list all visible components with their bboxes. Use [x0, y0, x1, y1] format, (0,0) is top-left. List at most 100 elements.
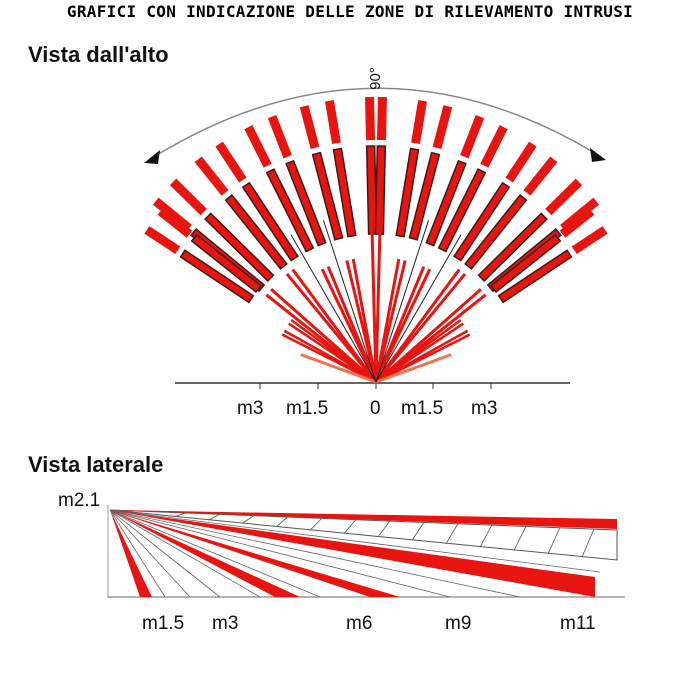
outer-zone-beam — [480, 125, 508, 168]
inner-zone-beam — [351, 258, 378, 383]
inner-zone-beam — [374, 265, 426, 383]
inner-zone-beam — [374, 258, 401, 383]
outer-zone-beam — [376, 96, 387, 141]
middle-zone-beam — [332, 147, 357, 238]
angle-label: 90° — [366, 67, 384, 90]
side-zone-beam — [110, 510, 300, 597]
middle-zone-beam — [179, 249, 255, 304]
arrow-left-icon — [144, 150, 160, 164]
side-axis-label: m3 — [212, 613, 239, 634]
outer-zone-beam — [365, 96, 376, 141]
middle-zone-beam — [265, 168, 315, 253]
beam-edge — [109, 509, 321, 598]
inner-zone-beam — [375, 353, 452, 384]
inner-zone-beam — [285, 273, 378, 383]
middle-zone-beam — [408, 151, 441, 241]
inner-zone-beam — [291, 268, 378, 383]
side-zone-beam — [110, 510, 617, 529]
beam-edge — [109, 509, 221, 598]
outer-zone-beam — [244, 125, 272, 168]
middle-zone-beam — [365, 145, 378, 235]
inner-zone-beam — [326, 265, 378, 383]
outer-zone-beam — [432, 105, 453, 149]
hatch-line — [173, 512, 187, 518]
hatched-zone — [109, 509, 618, 561]
inner-zone-beam — [374, 232, 382, 383]
inner-zone-beam — [300, 353, 377, 384]
outer-zone-beam — [267, 115, 292, 159]
arrow-right-icon — [590, 148, 606, 162]
side-axis-label: m6 — [346, 613, 373, 634]
outer-zone-beam — [545, 178, 583, 216]
beam-edge — [109, 509, 601, 573]
side-zone-beam — [110, 510, 595, 597]
middle-zone-beam — [190, 233, 262, 294]
middle-zone-beam — [490, 233, 562, 294]
top-axis-label: m1.5 — [286, 398, 329, 419]
middle-zone-beam — [311, 151, 344, 241]
hatch-line — [513, 525, 527, 551]
side-axis-label: m11 — [560, 613, 596, 634]
outer-zone-beam — [157, 207, 193, 238]
middle-zone-beam — [437, 168, 487, 253]
beam-edge — [290, 234, 377, 383]
hatch-line — [479, 524, 493, 548]
inner-zone-beam — [375, 322, 464, 384]
top-axis-label: m3 — [471, 398, 498, 419]
hatch-line — [377, 520, 391, 538]
outer-zone-beam — [411, 100, 427, 144]
top-view-title: Vista dall'alto — [28, 42, 169, 67]
height-label: m2.1 — [58, 490, 101, 511]
inner-zone-beam — [270, 288, 377, 384]
middle-zone-beam — [374, 145, 387, 235]
side-zone-beam — [110, 510, 152, 597]
inner-zone-beam — [288, 322, 377, 384]
top-axis-label: m1.5 — [401, 398, 444, 419]
middle-zone-beam — [285, 159, 327, 247]
angle-arc — [151, 87, 599, 159]
beam-edge — [375, 220, 430, 383]
outer-zone-beam — [169, 178, 207, 216]
hatch-line — [241, 515, 255, 524]
side-zone-beam — [110, 510, 400, 597]
outer-zone-beam — [523, 156, 558, 196]
middle-zone-beam — [464, 194, 528, 270]
header-title: GRAFICI CON INDICAZIONE DELLE ZONE DI RI… — [66, 2, 634, 21]
inner-zone-beam — [281, 333, 377, 384]
hatch-line — [547, 527, 561, 554]
middle-zone-beam — [395, 147, 420, 238]
beam-edge — [109, 509, 166, 598]
side-view-title: Vista laterale — [28, 452, 164, 477]
side-axis-label: m9 — [445, 613, 472, 634]
top-axis-label: m3 — [237, 398, 264, 419]
middle-zone-beam — [204, 212, 275, 282]
outer-zone-beam — [460, 115, 485, 159]
hatch-line — [309, 517, 323, 531]
beam-edge — [109, 509, 451, 598]
hatch-line — [275, 516, 289, 528]
middle-zone-beam — [477, 212, 548, 282]
outer-zone-beam — [559, 207, 595, 238]
middle-zone-beam — [224, 194, 288, 270]
beam-edge — [375, 234, 462, 383]
side-axis-label: m1.5 — [142, 613, 185, 634]
inner-zone-beam — [375, 288, 482, 384]
beam-edge — [109, 509, 261, 598]
beam-edge — [109, 509, 191, 598]
inner-zone-beam — [283, 329, 377, 384]
middle-zone-beam — [453, 181, 511, 262]
outer-zone-beam — [194, 156, 229, 196]
middle-zone-beam — [497, 249, 573, 304]
outer-zone-beam — [325, 100, 341, 144]
hatch-line — [411, 521, 425, 541]
hatch-line — [445, 523, 459, 544]
inner-zone-beam — [374, 268, 461, 383]
inner-zone-beam — [290, 318, 377, 384]
beam-edge — [322, 220, 377, 383]
top-axis-label: 0 — [370, 398, 381, 419]
inner-zone-beam — [374, 268, 432, 383]
inner-zone-beam — [374, 273, 467, 383]
outer-zone-beam — [571, 226, 608, 255]
